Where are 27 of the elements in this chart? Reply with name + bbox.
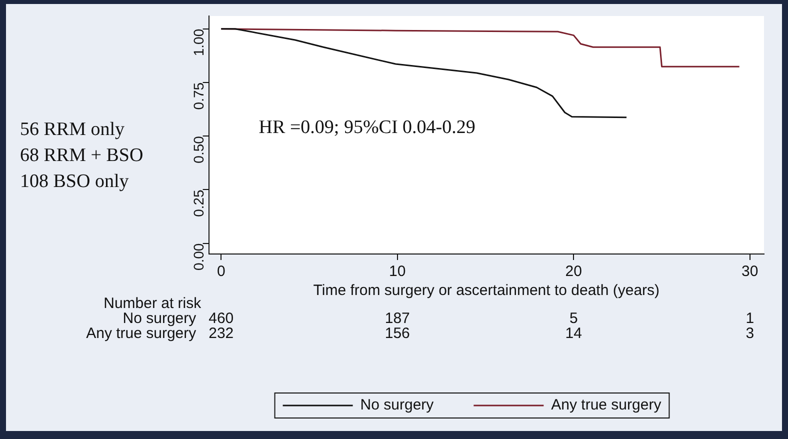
annotation: HR =0.09; 95%CI 0.04-0.29 <box>258 116 476 138</box>
text: 3 <box>746 325 754 342</box>
text: 56 RRM only <box>20 118 126 140</box>
text: 460 <box>208 310 234 328</box>
text: 14 <box>565 325 582 342</box>
text: Number at risk <box>104 295 202 312</box>
y-tick-label: 0.00 <box>190 243 207 271</box>
text: 108 BSO only <box>20 170 130 192</box>
y-tick-label: 0.25 <box>190 189 207 217</box>
legend-label: No surgery <box>360 396 434 414</box>
text: 68 RRM + BSO <box>20 144 144 166</box>
y-tick-label: 0.50 <box>190 136 207 164</box>
text: 232 <box>208 325 234 342</box>
x-tick-label: 10 <box>389 263 406 280</box>
text: 187 <box>384 310 410 328</box>
y-tick-label: 0.75 <box>190 82 207 110</box>
text: 156 <box>384 325 410 342</box>
x-tick-label: 0 <box>216 263 226 280</box>
legend-label: Any true surgery <box>551 396 662 414</box>
text: 5 <box>569 310 578 328</box>
x-axis-title: Time from surgery or ascertainment to death (years) <box>313 282 660 300</box>
y-tick-label: 1.00 <box>190 28 207 56</box>
x-tick-label: 20 <box>565 263 582 280</box>
text: No surgery <box>122 310 197 328</box>
x-tick-label: 30 <box>742 263 758 280</box>
text: Any true surgery <box>86 325 197 342</box>
text: 1 <box>746 310 754 328</box>
